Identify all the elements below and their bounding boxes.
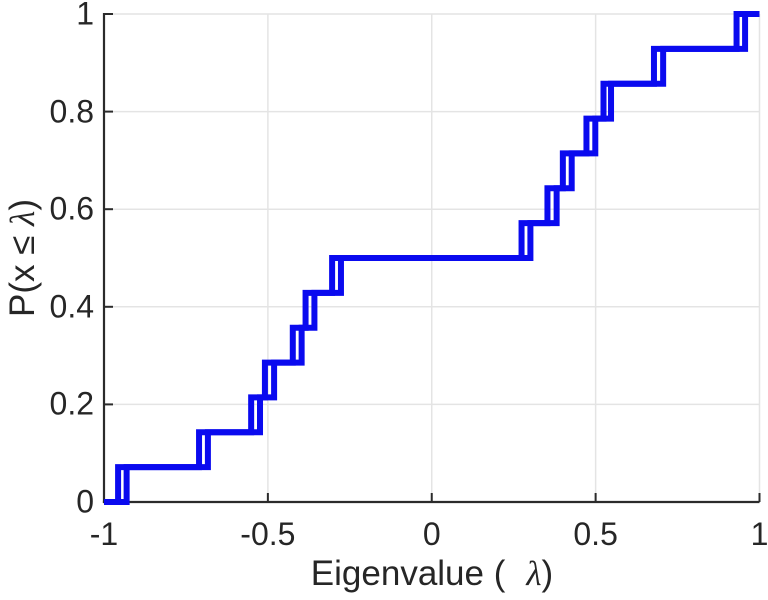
lambda-symbol: λ [526,554,542,593]
x-axis-tick-label: 1 [750,516,768,552]
x-axis-label-suffix: ) [541,554,554,593]
y-axis-tick-label: 1 [76,0,94,32]
y-axis-tick-label: 0.2 [49,385,94,422]
x-axis-tick-label: -1 [89,516,119,552]
x-axis-tick-label: -0.5 [240,516,296,552]
x-axis-label: Eigenvalue ( λ) [104,554,760,594]
y-axis-tick-label: 0.4 [49,288,94,325]
y-axis-tick-label: 0.6 [49,190,94,227]
y-axis-label: P(x ≤ λ) [1,88,45,428]
ecdf-curve-2 [104,11,760,505]
x-axis-tick-label: 0.5 [573,516,618,552]
y-axis-tick-label: 0 [76,483,94,520]
y-axis-tick-label: 0.8 [49,93,94,130]
x-axis-label-text: Eigenvalue ( [310,554,506,593]
x-axis-tick-label: 0 [422,516,441,552]
